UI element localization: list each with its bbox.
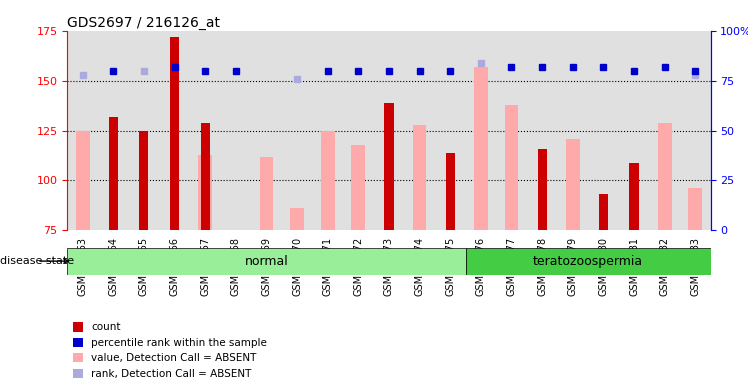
Bar	[629, 162, 639, 230]
Bar	[159, 31, 190, 230]
Bar	[446, 152, 455, 230]
Bar	[352, 144, 365, 230]
Bar	[67, 31, 98, 230]
Legend: count, percentile rank within the sample, value, Detection Call = ABSENT, rank, : count, percentile rank within the sample…	[73, 322, 267, 379]
Bar	[384, 103, 393, 230]
Bar	[557, 31, 588, 230]
Bar	[688, 189, 702, 230]
Bar	[474, 67, 488, 230]
Bar	[565, 139, 580, 230]
Bar	[260, 157, 273, 230]
Bar	[290, 209, 304, 230]
Bar	[170, 37, 179, 230]
Bar	[599, 194, 608, 230]
Text: normal: normal	[245, 255, 288, 268]
Bar	[538, 149, 547, 230]
Bar	[435, 31, 465, 230]
Bar	[108, 117, 118, 230]
Bar	[321, 131, 334, 230]
Bar	[657, 122, 672, 230]
Bar	[139, 131, 149, 230]
Bar	[496, 31, 527, 230]
Bar	[76, 131, 90, 230]
Bar	[413, 124, 426, 230]
Text: disease state: disease state	[0, 256, 74, 266]
Text: teratozoospermia: teratozoospermia	[533, 255, 643, 268]
Bar	[282, 31, 313, 230]
Bar	[98, 31, 129, 230]
Bar	[129, 31, 159, 230]
Bar	[200, 122, 209, 230]
Bar	[343, 31, 374, 230]
Bar	[505, 104, 518, 230]
Bar	[465, 248, 711, 275]
Text: GDS2697 / 216126_at: GDS2697 / 216126_at	[67, 16, 221, 30]
Bar	[527, 31, 557, 230]
Bar	[198, 154, 212, 230]
Bar	[465, 31, 496, 230]
Bar	[374, 31, 404, 230]
Bar	[221, 31, 251, 230]
Bar	[404, 31, 435, 230]
Bar	[588, 31, 619, 230]
Bar	[313, 31, 343, 230]
Bar	[67, 248, 465, 275]
Bar	[190, 31, 221, 230]
Bar	[680, 31, 711, 230]
Bar	[619, 31, 649, 230]
Bar	[649, 31, 680, 230]
Bar	[251, 31, 282, 230]
